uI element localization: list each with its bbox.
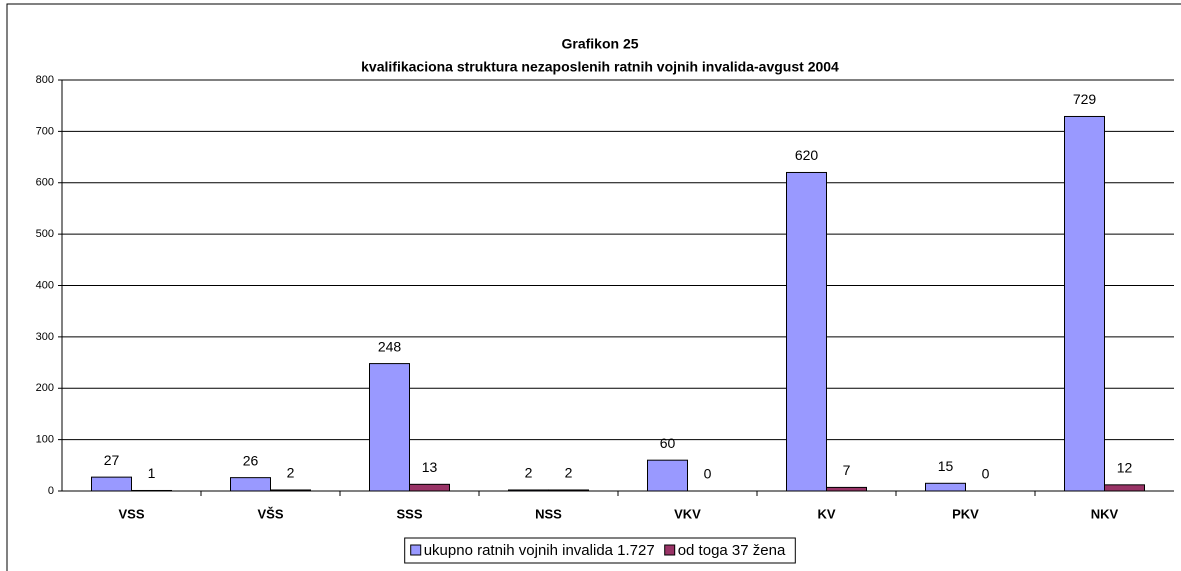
y-tick-label: 200 <box>36 382 54 394</box>
y-tick-label: 700 <box>36 125 54 137</box>
bar <box>409 483 450 492</box>
x-tick-label: VKV <box>674 506 701 521</box>
x-tick-label: KV <box>817 506 835 521</box>
bar <box>826 486 867 492</box>
bar <box>230 477 271 492</box>
x-tick-label: VŠS <box>257 506 283 521</box>
data-label: 2 <box>287 465 295 481</box>
x-tick-label: PKV <box>952 506 979 521</box>
chart-subtitle: kvalifikaciona struktura nezaposlenih ra… <box>361 59 839 75</box>
y-tick-label: 600 <box>36 177 54 189</box>
data-label: 7 <box>843 462 851 478</box>
legend-label: od toga 37 žena <box>678 542 786 559</box>
data-label: 27 <box>104 452 120 468</box>
bar <box>647 459 688 492</box>
data-label: 1 <box>148 465 156 481</box>
data-label: 2 <box>525 465 533 481</box>
y-tick-label: 0 <box>48 485 54 497</box>
bar <box>91 476 132 492</box>
data-label: 2 <box>565 465 573 481</box>
data-label: 15 <box>938 458 954 474</box>
bar <box>1104 484 1145 492</box>
data-label: 0 <box>704 466 712 482</box>
y-tick-label: 800 <box>36 74 54 86</box>
bar <box>925 482 966 492</box>
legend-swatch <box>410 544 422 556</box>
data-label: 620 <box>795 147 819 163</box>
x-tick-label: NKV <box>1091 506 1119 521</box>
legend-swatch <box>664 544 676 556</box>
bar <box>1064 115 1105 492</box>
y-tick-label: 100 <box>36 434 54 446</box>
chart-frame <box>6 3 1181 571</box>
bar <box>786 171 827 492</box>
y-tick-label: 400 <box>36 279 54 291</box>
y-tick-label: 500 <box>36 228 54 240</box>
x-tick-label: SSS <box>396 506 422 521</box>
x-tick-label: VSS <box>118 506 144 521</box>
data-label: 26 <box>243 452 259 468</box>
legend-box <box>404 537 796 564</box>
y-tick-label: 300 <box>36 331 54 343</box>
data-label: 13 <box>422 459 438 475</box>
chart-title: Grafikon 25 <box>561 36 638 52</box>
legend-label: ukupno ratnih vojnih invalida 1.727 <box>424 542 655 559</box>
data-label: 0 <box>982 466 990 482</box>
data-label: 60 <box>660 435 676 451</box>
data-label: 729 <box>1073 91 1097 107</box>
x-tick-label: NSS <box>535 506 562 521</box>
data-label: 12 <box>1117 460 1133 476</box>
data-label: 248 <box>378 338 402 354</box>
bar <box>369 363 410 492</box>
